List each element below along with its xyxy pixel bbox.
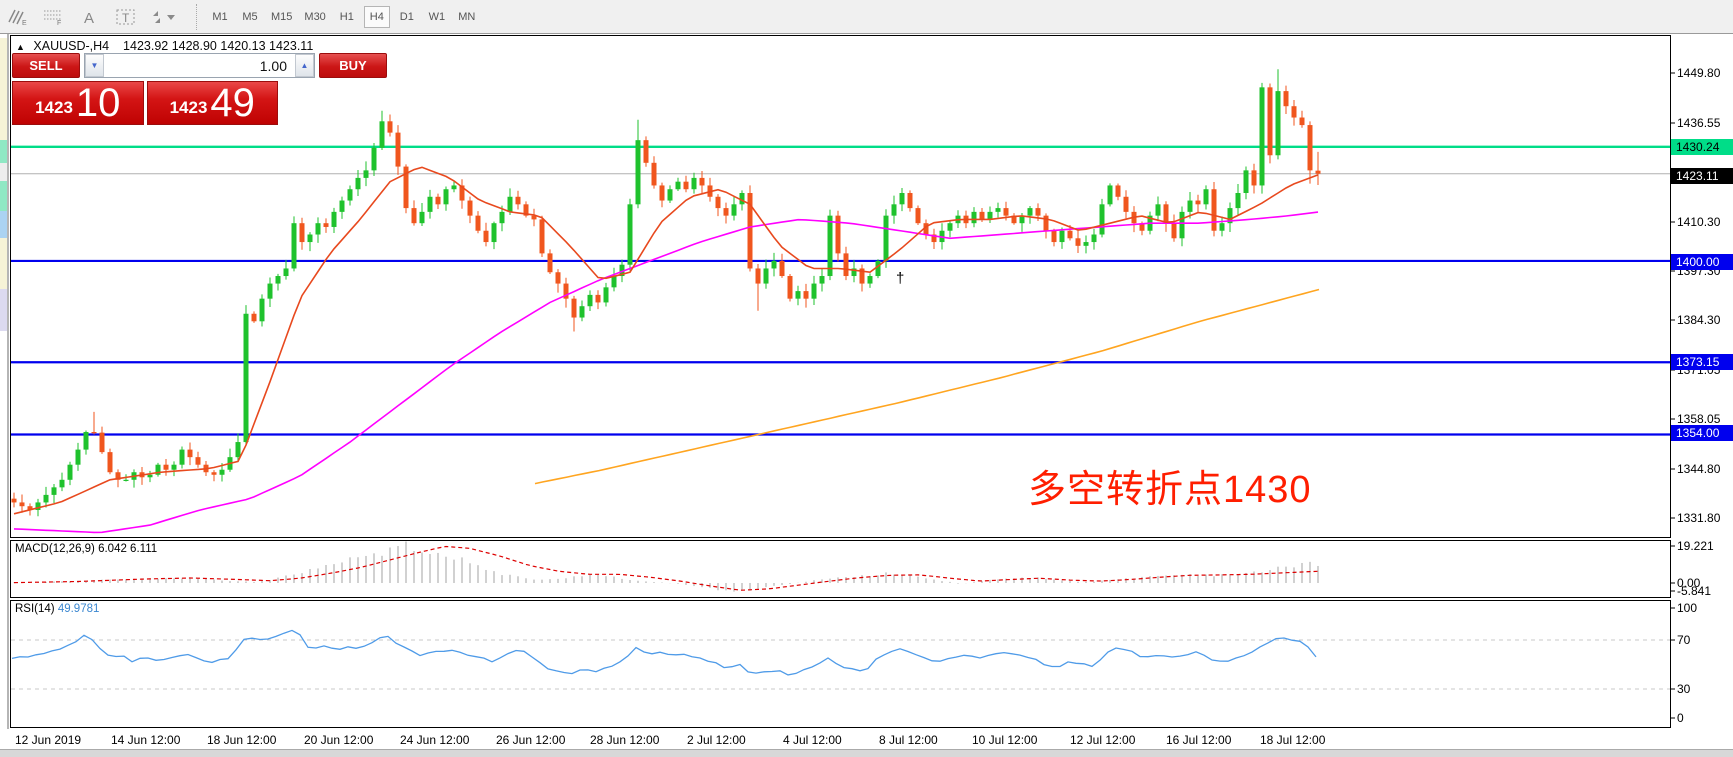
tf-button-h4-active[interactable]: H4 [363, 5, 390, 28]
dock-strip-band [0, 211, 7, 238]
text-label-icon[interactable]: A [75, 5, 105, 29]
ohlc-values-label: 1423.92 1428.90 1420.13 1423.11 [123, 39, 314, 53]
tf-button-h1[interactable]: H1 [339, 10, 354, 23]
tf-button-m5[interactable]: M5 [242, 10, 258, 23]
bid-price-display[interactable]: 1423 10 [12, 81, 144, 125]
price-level-badge: 1354.00 [1671, 425, 1733, 441]
time-axis-label: 24 Jun 12:00 [400, 733, 470, 747]
chart-objects-icon[interactable]: E [3, 5, 33, 29]
ask-price-big: 49 [210, 81, 255, 125]
dock-strip-band [0, 331, 7, 749]
chart-title: ▲ XAUUSD-,H4 1423.92 1428.90 1420.13 142… [16, 39, 313, 53]
time-axis-label: 18 Jun 12:00 [207, 733, 277, 747]
sell-button[interactable]: SELL [12, 53, 80, 78]
time-axis-label: 16 Jul 12:00 [1166, 733, 1232, 747]
time-axis-label: 14 Jun 12:00 [111, 733, 181, 747]
macd-tick-label: 0.00 [1677, 576, 1701, 590]
dock-strip-band [0, 238, 7, 289]
price-tick-label: 1384.30 [1677, 313, 1721, 327]
rsi-indicator-pane[interactable] [10, 600, 1671, 728]
time-axis-label: 28 Jun 12:00 [590, 733, 660, 747]
tf-button-m15[interactable]: M15 [271, 10, 293, 23]
dock-strip-band [0, 38, 7, 140]
collapse-triangle-icon[interactable]: ▲ [16, 42, 25, 52]
svg-text:F: F [57, 20, 61, 26]
window-bottom-edge [0, 749, 1733, 757]
time-axis-label: 12 Jun 2019 [15, 733, 82, 747]
text-box-icon[interactable]: T [111, 5, 141, 29]
time-axis-label: 4 Jul 12:00 [783, 733, 842, 747]
toolbar-separator [196, 3, 197, 30]
volume-input[interactable] [104, 54, 295, 77]
price-tick-label: 1410.30 [1677, 215, 1721, 229]
fibonacci-grid-icon[interactable]: F [39, 5, 69, 29]
chart-text-annotation: 多空转折点1430 [1028, 469, 1312, 511]
time-axis-label: 12 Jul 12:00 [1070, 733, 1136, 747]
rsi-tick-label: 100 [1677, 601, 1698, 615]
time-axis-label: 8 Jul 12:00 [879, 733, 938, 747]
bid-price-big: 10 [75, 81, 121, 125]
tf-button-mn[interactable]: MN [458, 10, 476, 23]
price-level-badge: 1400.00 [1671, 254, 1733, 270]
ask-price-display[interactable]: 1423 49 [146, 81, 278, 125]
macd-tick-label: -5.841 [1677, 584, 1712, 598]
toolbar: E F A T M1 M5 M15 M30 H1 H4 D1 W1 MN [0, 0, 1733, 34]
rsi-tick-label: 0 [1677, 711, 1684, 725]
price-level-badge: 1430.24 [1671, 139, 1733, 155]
price-level-badge: 1423.11 [1671, 168, 1733, 184]
time-axis-label: 2 Jul 12:00 [687, 733, 746, 747]
time-axis-label: 18 Jul 12:00 [1260, 733, 1326, 747]
tf-button-m30[interactable]: M30 [304, 10, 326, 23]
price-level-badge: 1373.15 [1671, 354, 1733, 370]
arrows-dropdown-icon[interactable] [147, 5, 177, 29]
volume-decrease-button[interactable]: ▼ [85, 54, 104, 77]
rsi-tick-label: 70 [1677, 633, 1691, 647]
window-split-edge[interactable] [7, 34, 9, 757]
symbol-timeframe-label: XAUUSD-,H4 [33, 39, 110, 53]
rsi-label: RSI(14) 49.9781 [15, 603, 100, 615]
one-click-trading-panel: SELL ▼ ▲ BUY 1423 10 1423 49 [12, 53, 387, 125]
macd-tick-label: 19.221 [1677, 539, 1714, 553]
rsi-tick-label: 30 [1677, 682, 1691, 696]
price-tick-label: 1331.80 [1677, 511, 1721, 525]
buy-button[interactable]: BUY [319, 53, 387, 78]
volume-increase-button[interactable]: ▲ [295, 54, 314, 77]
price-tick-label: 1449.80 [1677, 66, 1721, 80]
bid-price-small: 1423 [35, 98, 73, 117]
time-axis-label: 10 Jul 12:00 [972, 733, 1038, 747]
price-tick-label: 1436.55 [1677, 116, 1721, 130]
svg-text:A: A [84, 10, 94, 26]
time-axis-label: 26 Jun 12:00 [496, 733, 566, 747]
price-tick-label: 1344.80 [1677, 462, 1721, 476]
dock-strip-band [0, 163, 7, 181]
volume-control: ▼ ▲ [84, 53, 315, 78]
time-axis-label: 20 Jun 12:00 [304, 733, 374, 747]
tf-button-m1[interactable]: M1 [212, 10, 228, 23]
dock-strip-band [0, 181, 7, 211]
time-axis[interactable] [0, 729, 1733, 749]
ask-price-small: 1423 [169, 98, 208, 117]
dock-strip-band [0, 289, 7, 331]
svg-text:E: E [22, 20, 27, 26]
macd-label: MACD(12,26,9) 6.042 6.111 [15, 543, 158, 555]
macd-indicator-pane[interactable] [10, 540, 1671, 598]
svg-text:T: T [122, 11, 130, 25]
tf-button-d1[interactable]: D1 [399, 10, 414, 23]
price-tick-label: 1358.05 [1677, 412, 1721, 426]
dock-strip-band [0, 140, 7, 163]
tf-button-w1[interactable]: W1 [428, 10, 446, 23]
dagger-marker: † [896, 270, 905, 287]
